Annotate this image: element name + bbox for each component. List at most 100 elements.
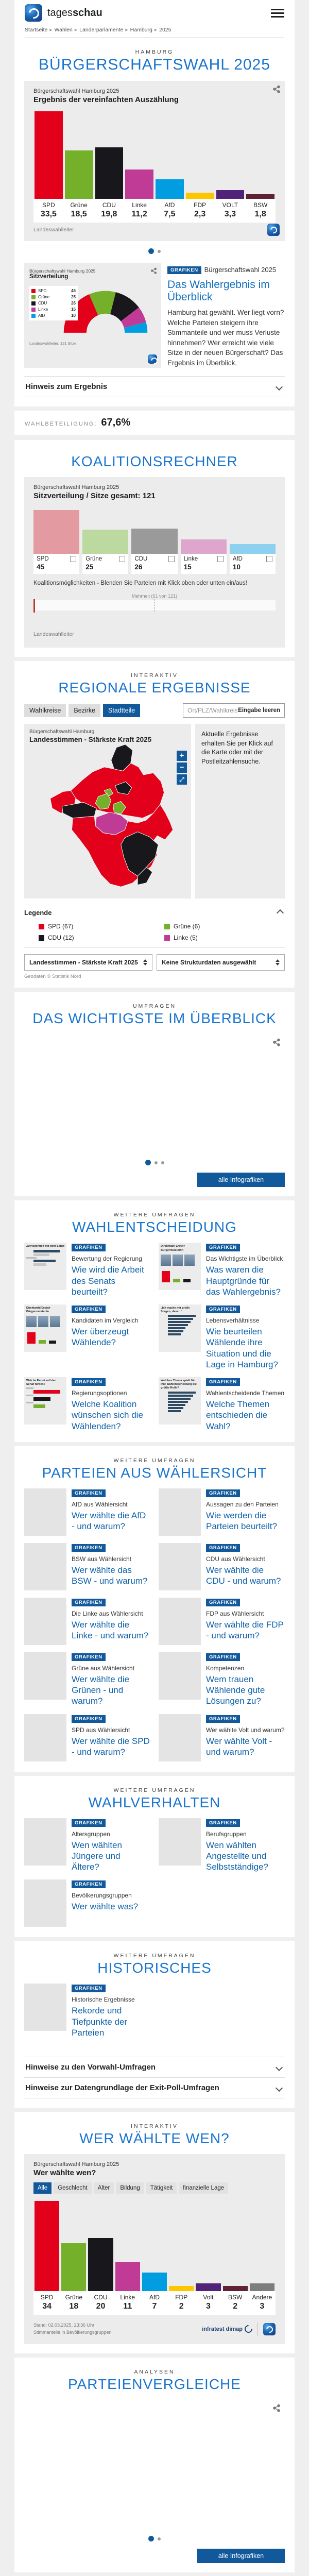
teaser[interactable]: GRAFIKEN Grüne aus Wählersicht Wer wählte … [24, 1652, 150, 1707]
share-icon[interactable] [272, 1038, 281, 1049]
clear-search-button[interactable]: Eingabe leeren [238, 707, 280, 714]
teaser[interactable]: „Ich mache mir große Sorgen, dass...“ GRA… [159, 1304, 285, 1370]
tab-wahlkreise[interactable]: Wahlkreise [24, 704, 66, 718]
teaser-headline[interactable]: Wer wählte Volt - und warum? [206, 1736, 272, 1757]
map-region-cdu[interactable] [61, 802, 97, 819]
teaser[interactable]: Welches Thema spielt für Ihre Wahlentsch… [159, 1377, 285, 1432]
carousel-dot[interactable] [148, 248, 154, 254]
teaser-headline[interactable]: Wen wählten Angestellte und Selbstständi… [206, 1840, 268, 1872]
teaser[interactable]: Direktwahl Erste/r Bürgermeister/in GRAFI… [159, 1243, 285, 1297]
party-checkbox[interactable] [266, 556, 273, 563]
map-region-linke[interactable] [95, 812, 128, 836]
koalition-bar-afd[interactable] [229, 544, 276, 554]
share-icon[interactable] [272, 85, 281, 96]
www-tab-bildung[interactable]: Bildung [116, 2182, 144, 2194]
party-checkbox[interactable] [119, 556, 126, 563]
carousel-dot[interactable] [158, 249, 161, 253]
koalition-bar-grüne[interactable] [82, 529, 129, 554]
teaser[interactable]: GRAFIKEN BSW aus Wählersicht Wer wählte da… [24, 1543, 150, 1590]
map-region-grüne[interactable] [95, 793, 112, 810]
tab-stadtteile[interactable]: Stadtteile [103, 704, 141, 718]
carousel-dot[interactable] [148, 2536, 154, 2542]
teaser-headline[interactable]: Wer wählte die SPD - und warum? [72, 1736, 150, 1757]
teaser[interactable]: Direktwahl Erste/r Bürgermeister/in GRAFI… [24, 1304, 150, 1370]
www-tab-geschlecht[interactable]: Geschlecht [54, 2182, 92, 2194]
teaser-headline[interactable]: Wer wählte die AfD - und warum? [72, 1510, 146, 1532]
hamburg-map[interactable] [29, 743, 186, 891]
overview-teaser[interactable]: GRAFIKEN Bürgerschaftswahl 2025 Das Wahle… [167, 263, 285, 368]
carousel-dot[interactable] [145, 1160, 151, 1166]
breadcrumb-item[interactable]: Wahlen [54, 27, 73, 33]
breadcrumb-item[interactable]: Länderparlamente [79, 27, 124, 33]
koalition-bar-linke[interactable] [180, 539, 227, 554]
breadcrumb-item[interactable]: 2025 [159, 27, 171, 33]
teaser[interactable]: GRAFIKEN Altersgruppen Wen wählten Jüngere… [24, 1818, 150, 1873]
teaser-headline[interactable]: Wen wählten Jüngere und Ältere? [72, 1840, 122, 1872]
teaser-headline[interactable]: Wer wählte das BSW - und warum? [72, 1565, 148, 1586]
carousel-dot[interactable] [158, 2537, 161, 2540]
teaser[interactable]: GRAFIKEN Wer wählte Volt und warum? Wer wä… [159, 1714, 285, 1761]
hint-exitpoll-toggle[interactable]: Hinweise zur Datengrundlage der Exit-Pol… [24, 2078, 285, 2099]
alle-infografiken-button[interactable]: alle Infografiken [197, 2549, 285, 2564]
share-icon[interactable] [150, 267, 157, 277]
map-region-cdu[interactable] [111, 744, 133, 772]
koalition-bar-spd[interactable] [33, 510, 80, 554]
teaser-headline[interactable]: Wer wählte die Grünen - und warum? [72, 1674, 130, 1706]
teaser[interactable]: GRAFIKEN CDU aus Wählersicht Wer wählte di… [159, 1543, 285, 1590]
alle-infografiken-button[interactable]: alle Infografiken [197, 1173, 285, 1188]
teaser-headline[interactable]: Wie beurteilen Wählende ihre Situation u… [206, 1327, 278, 1369]
breadcrumb-item[interactable]: Hamburg [130, 27, 152, 33]
map-region-grüne[interactable] [112, 801, 126, 815]
menu-icon[interactable] [271, 7, 284, 20]
search-input[interactable]: Ort/PLZ/Wahlkreis Eingabe leeren [183, 703, 285, 718]
carousel-dot[interactable] [161, 1161, 164, 1164]
tab-bezirke[interactable]: Bezirke [68, 704, 101, 718]
chevron-up-icon[interactable] [276, 909, 284, 917]
www-tab-finanzielle-lage[interactable]: finanzielle Lage [179, 2182, 229, 2194]
teaser[interactable]: GRAFIKEN FDP aus Wählersicht Wer wählte di… [159, 1597, 285, 1645]
map-region-cdu[interactable] [137, 867, 153, 886]
zoom-out-button[interactable]: − [177, 762, 187, 773]
teaser[interactable]: GRAFIKEN Kompetenzen Wem trauen Wählende g… [159, 1652, 285, 1707]
teaser-headline[interactable]: Wer wählte die FDP - und warum? [206, 1619, 284, 1641]
share-icon[interactable] [272, 2404, 281, 2415]
www-tab-alle[interactable]: Alle [33, 2182, 52, 2194]
teaser-headline[interactable]: Wie werden die Parteien beurteilt? [206, 1510, 277, 1532]
map-metric-select[interactable]: Landesstimmen - Stärkste Kraft 2025 [24, 954, 152, 971]
carousel-dot[interactable] [154, 1161, 158, 1164]
teaser-headline[interactable]: Wer wählte die CDU - und warum? [206, 1565, 281, 1586]
teaser[interactable]: GRAFIKEN Aussagen zu den Parteien Wie werd… [159, 1488, 285, 1536]
teaser-headline[interactable]: Wie wird die Arbeit des Senats beurteilt… [72, 1265, 144, 1297]
party-checkbox[interactable] [217, 556, 224, 563]
teaser-headline[interactable]: Wem trauen Wählende gute Lösungen zu? [206, 1674, 265, 1706]
www-tab-alter[interactable]: Alter [93, 2182, 114, 2194]
zoom-in-button[interactable]: + [177, 751, 187, 761]
teaser-headline[interactable]: Wer überzeugt Wählende? [72, 1327, 129, 1348]
teaser-headline[interactable]: Wer wählte die Linke - und warum? [72, 1619, 149, 1641]
map-region-cdu[interactable] [114, 782, 132, 795]
party-checkbox[interactable] [70, 556, 77, 563]
teaser-headline[interactable]: Rekorde und Tiefpunkte der Parteien [72, 2006, 128, 2038]
teaser-headline[interactable]: Welche Themen entschieden die Wahl? [206, 1399, 270, 1431]
tagesschau-logo-icon[interactable] [25, 4, 42, 22]
teaser[interactable]: GRAFIKEN Die Linke aus Wählersicht Wer wäh… [24, 1597, 150, 1645]
structure-data-select[interactable]: Keine Strukturdaten ausgewählt [157, 954, 285, 971]
koalition-bar-cdu[interactable] [131, 528, 178, 554]
party-checkbox[interactable] [168, 556, 175, 563]
hint-vorwahl-toggle[interactable]: Hinweise zu den Vorwahl-Umfragen [24, 2057, 285, 2078]
www-tab-tätigkeit[interactable]: Tätigkeit [146, 2182, 177, 2194]
teaser[interactable]: GRAFIKEN AfD aus Wählersicht Wer wählte di… [24, 1488, 150, 1536]
overview-headline[interactable]: Das Wahlergebnis im Überblick [167, 279, 270, 303]
teaser[interactable]: GRAFIKEN Bevölkerungsgruppen Wer wählte wa… [24, 1879, 150, 1927]
teaser[interactable]: GRAFIKEN Berufsgruppen Wen wählten Angeste… [159, 1818, 285, 1873]
teaser-headline[interactable]: Welche Koalition wünschen sich die Wähle… [72, 1399, 143, 1431]
teaser[interactable]: GRAFIKEN SPD aus Wählersicht Wer wählte di… [24, 1714, 150, 1761]
teaser[interactable]: GRAFIKEN Historische Ergebnisse Rekorde un… [24, 1984, 150, 2038]
teaser[interactable]: Welche Partei soll den Senat führen? GRAF… [24, 1377, 150, 1432]
breadcrumb-item[interactable]: Startseite [25, 27, 48, 33]
hint-result-toggle[interactable]: Hinweis zum Ergebnis [24, 377, 285, 398]
fullscreen-button[interactable]: ⤢ [177, 774, 187, 785]
brand-title[interactable]: tagesschau [47, 7, 102, 19]
teaser-headline[interactable]: Wer wählte was? [72, 1902, 139, 1912]
teaser-headline[interactable]: Was waren die Hauptgründe für das Wahler… [206, 1265, 281, 1297]
